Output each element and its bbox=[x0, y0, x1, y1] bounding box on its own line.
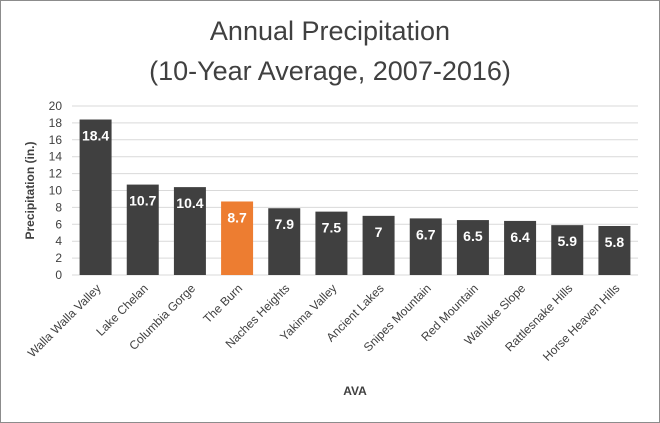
y-tick-label: 2 bbox=[55, 251, 62, 265]
bar bbox=[551, 225, 584, 275]
data-label: 5.9 bbox=[558, 233, 578, 249]
bars bbox=[79, 119, 631, 276]
y-tick-label: 14 bbox=[49, 150, 63, 164]
data-label: 7.5 bbox=[322, 220, 342, 236]
data-label: 10.7 bbox=[129, 193, 156, 209]
x-axis-title: AVA bbox=[343, 384, 367, 398]
chart-title: Annual Precipitation bbox=[209, 16, 451, 46]
y-tick-label: 16 bbox=[49, 133, 63, 147]
bar bbox=[362, 215, 395, 275]
bar bbox=[456, 220, 489, 275]
bar bbox=[268, 208, 301, 275]
x-tick-label: Walla Walla Valley bbox=[25, 281, 104, 360]
data-label: 6.4 bbox=[510, 229, 530, 245]
y-axis-ticks: 0 2 4 6 8 10 12 14 16 18 20 bbox=[49, 99, 63, 282]
y-axis-title: Precipitation (in.) bbox=[23, 141, 37, 239]
bar bbox=[126, 184, 159, 275]
bar bbox=[221, 201, 254, 275]
y-tick-label: 0 bbox=[55, 268, 62, 282]
bar bbox=[315, 211, 348, 275]
y-tick-label: 4 bbox=[55, 234, 62, 248]
y-tick-label: 18 bbox=[49, 116, 63, 130]
chart-subtitle: (10-Year Average, 2007-2016) bbox=[149, 56, 511, 86]
y-tick-label: 12 bbox=[49, 167, 63, 181]
data-label: 10.4 bbox=[176, 195, 203, 211]
data-label: 7.9 bbox=[275, 216, 295, 232]
y-tick-label: 6 bbox=[55, 217, 62, 231]
y-tick-label: 10 bbox=[49, 184, 63, 198]
bar bbox=[598, 225, 631, 275]
bar bbox=[79, 119, 112, 276]
bar bbox=[173, 187, 206, 275]
y-tick-label: 8 bbox=[55, 200, 62, 214]
data-label: 5.8 bbox=[605, 234, 625, 250]
y-tick-label: 20 bbox=[49, 99, 63, 113]
x-tick-label: The Burn bbox=[200, 281, 245, 326]
data-label: 18.4 bbox=[82, 128, 109, 144]
gridlines bbox=[72, 105, 638, 276]
data-label: 6.7 bbox=[416, 226, 436, 242]
bar bbox=[504, 220, 537, 275]
data-label: 6.5 bbox=[463, 228, 483, 244]
data-label: 7 bbox=[375, 224, 383, 240]
bar bbox=[409, 218, 442, 275]
data-labels: 18.4 10.7 10.4 8.7 7.9 7.5 7 6.7 6.5 6.4 5.9 5.8 bbox=[82, 128, 624, 250]
data-label: 8.7 bbox=[227, 209, 247, 225]
